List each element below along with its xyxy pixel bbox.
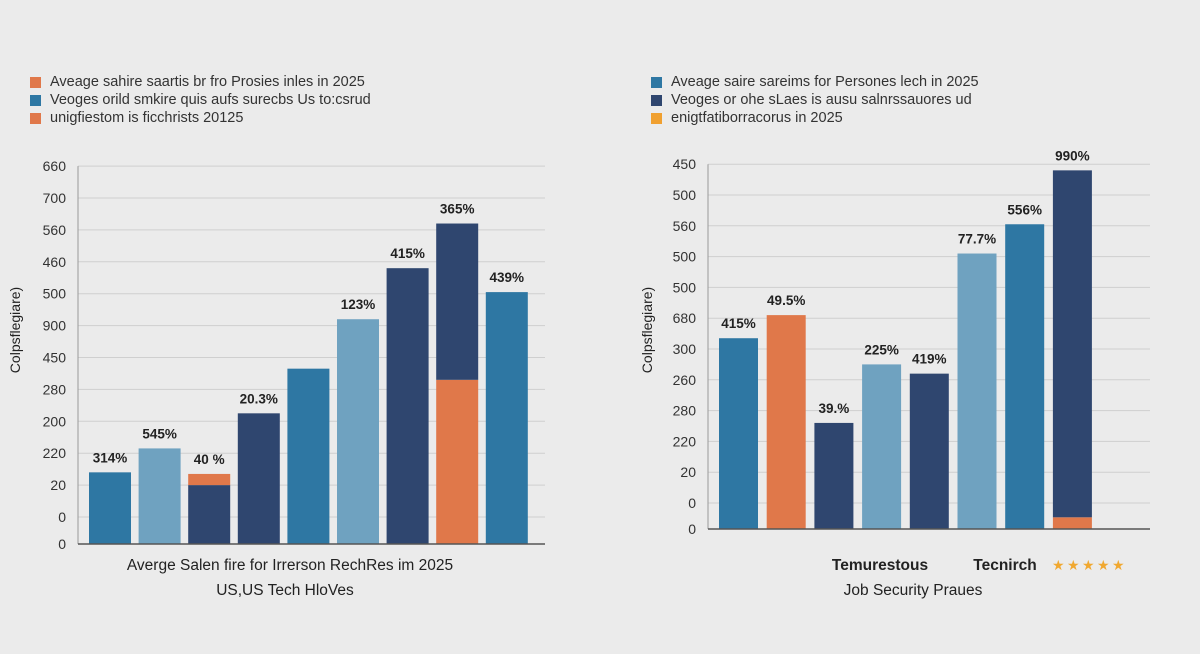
data-label: 20.3% bbox=[240, 391, 278, 406]
x-tick-label: Temurestous bbox=[832, 557, 928, 574]
star-icon: ★ bbox=[1067, 557, 1080, 573]
bar-segment bbox=[138, 448, 181, 544]
bar-segment bbox=[814, 422, 854, 529]
x-axis-title: Averge Salen fire for Irrerson RechRes i… bbox=[127, 557, 453, 574]
y-tick-label: 20 bbox=[680, 464, 696, 480]
star-icon: ★ bbox=[1097, 557, 1110, 573]
x-tick-label: Tecnirch bbox=[973, 557, 1036, 574]
bar-segment bbox=[1052, 170, 1092, 518]
bar-segment bbox=[89, 472, 131, 544]
y-tick-label: 900 bbox=[43, 318, 67, 334]
legend-item: enigtfatiborracorus in 2025 bbox=[651, 109, 979, 127]
y-tick-label: 560 bbox=[43, 222, 67, 238]
legend-swatch bbox=[651, 112, 662, 124]
bar-segment bbox=[862, 364, 902, 529]
y-tick-label: 680 bbox=[673, 310, 697, 326]
bar-segment bbox=[719, 338, 758, 529]
data-label: 545% bbox=[142, 426, 177, 441]
y-tick-label: 460 bbox=[43, 254, 67, 270]
data-label: 556% bbox=[1007, 202, 1042, 217]
data-label: 419% bbox=[912, 352, 947, 367]
bar-segment bbox=[337, 319, 379, 544]
legend-swatch bbox=[30, 112, 41, 124]
legend-label: Veoges or ohe sLaes is ausu salnrssauore… bbox=[671, 92, 972, 108]
y-tick-label: 0 bbox=[58, 509, 66, 525]
bar-segment bbox=[237, 413, 280, 544]
right-legend: Aveage saire sareims for Persones lech i… bbox=[651, 73, 979, 127]
data-label: 314% bbox=[93, 450, 128, 465]
bar-segment bbox=[957, 253, 997, 529]
y-tick-label: 300 bbox=[673, 341, 697, 357]
legend-swatch bbox=[30, 94, 41, 106]
data-label: 39.% bbox=[819, 401, 850, 416]
data-label: 77.7% bbox=[958, 232, 996, 247]
legend-item: Aveage saire sareims for Persones lech i… bbox=[651, 73, 979, 91]
y-tick-label: 450 bbox=[673, 156, 697, 172]
legend-label: unigfiestom is ficchrists 20125 bbox=[50, 110, 244, 126]
bar-segment bbox=[909, 373, 949, 529]
y-tick-label: 260 bbox=[673, 372, 697, 388]
y-tick-label: 500 bbox=[43, 286, 67, 302]
bar-segment bbox=[1005, 224, 1045, 529]
data-label: 40 % bbox=[194, 452, 225, 467]
y-tick-label: 0 bbox=[688, 495, 696, 511]
data-label: 225% bbox=[864, 342, 899, 357]
data-label: 365% bbox=[440, 202, 475, 217]
bar-segment bbox=[436, 223, 479, 380]
legend-item: Veoges orild smkire quis aufs surecbs Us… bbox=[30, 91, 371, 109]
y-tick-label: 500 bbox=[673, 249, 697, 265]
y-tick-label: 450 bbox=[43, 350, 67, 366]
y-tick-label: 20 bbox=[50, 477, 66, 493]
bar-segment bbox=[386, 268, 429, 544]
y-tick-label: 500 bbox=[673, 187, 697, 203]
legend-item: unigfiestom is ficchrists 20125 bbox=[30, 109, 371, 127]
star-icon: ★ bbox=[1112, 557, 1125, 573]
y-tick-label: 0 bbox=[688, 521, 696, 537]
legend-item: Veoges or ohe sLaes is ausu salnrssauore… bbox=[651, 91, 979, 109]
bar-segment bbox=[287, 368, 330, 544]
y-tick-label: 280 bbox=[673, 403, 697, 419]
star-icon: ★ bbox=[1082, 557, 1095, 573]
bar-segment bbox=[436, 379, 479, 544]
y-tick-label: 0 bbox=[58, 536, 66, 552]
y-axis-label: Colpsflegiare) bbox=[639, 287, 655, 373]
legend-label: Aveage sahire saartis br fro Prosies inl… bbox=[50, 74, 365, 90]
legend-swatch bbox=[651, 94, 662, 106]
bar-segment bbox=[188, 473, 231, 486]
star-icon: ★ bbox=[1052, 557, 1065, 573]
legend-label: Veoges orild smkire quis aufs surecbs Us… bbox=[50, 92, 371, 108]
legend-swatch bbox=[651, 76, 662, 88]
bar-segment bbox=[485, 292, 528, 544]
data-label: 415% bbox=[390, 246, 425, 261]
y-tick-label: 700 bbox=[43, 190, 67, 206]
bar-segment bbox=[1052, 517, 1092, 529]
legend-label: enigtfatiborracorus in 2025 bbox=[671, 110, 843, 126]
left-legend: Aveage sahire saartis br fro Prosies inl… bbox=[30, 73, 371, 127]
y-tick-label: 500 bbox=[673, 279, 697, 295]
x-axis-title: Job Security Praues bbox=[844, 582, 983, 599]
data-label: 439% bbox=[490, 270, 525, 285]
legend-label: Aveage saire sareims for Persones lech i… bbox=[671, 74, 979, 90]
y-tick-label: 280 bbox=[43, 381, 67, 397]
legend-swatch bbox=[30, 76, 41, 88]
y-tick-label: 660 bbox=[43, 158, 67, 174]
data-label: 123% bbox=[341, 297, 376, 312]
legend-item: Aveage sahire saartis br fro Prosies inl… bbox=[30, 73, 371, 91]
y-tick-label: 220 bbox=[43, 445, 67, 461]
x-axis-subtitle: US,US Tech HloVes bbox=[216, 582, 354, 599]
bar-segment bbox=[766, 315, 806, 529]
y-axis-label: Colpsflegiare) bbox=[7, 287, 23, 373]
bar-segment bbox=[188, 485, 231, 544]
data-label: 415% bbox=[721, 316, 756, 331]
y-tick-label: 560 bbox=[673, 218, 697, 234]
data-label: 49.5% bbox=[767, 293, 805, 308]
y-tick-label: 200 bbox=[43, 413, 67, 429]
y-tick-label: 220 bbox=[673, 433, 697, 449]
data-label: 990% bbox=[1055, 148, 1090, 163]
